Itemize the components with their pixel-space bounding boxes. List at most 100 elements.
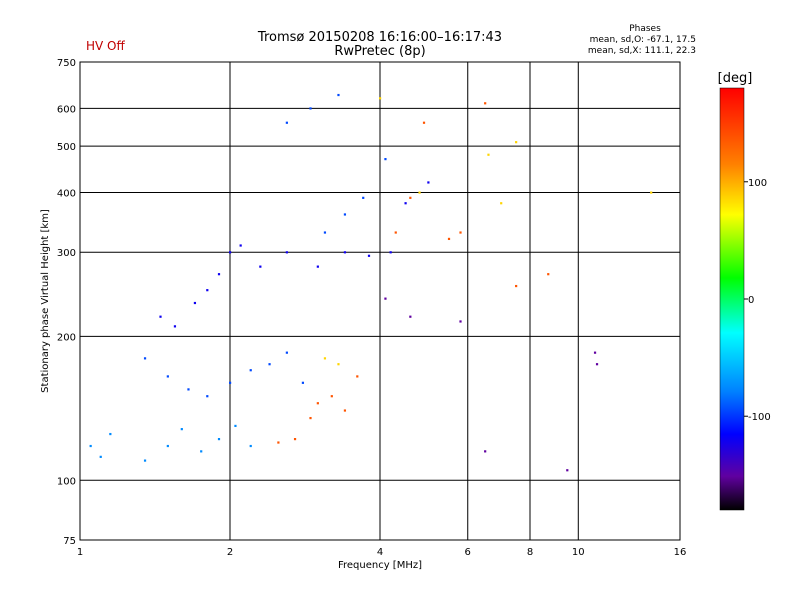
x-axis-ticks: 1 2 4 6 8 10 16 (77, 547, 687, 558)
data-point (229, 381, 232, 384)
data-point (217, 273, 221, 276)
data-point (285, 251, 288, 254)
colorbar-tick-label: 100 (748, 178, 767, 189)
x-tick-label: 6 (465, 547, 471, 558)
data-point (384, 158, 387, 161)
data-point (277, 441, 280, 444)
data-point (500, 202, 503, 205)
data-point (404, 202, 407, 205)
data-point (166, 375, 169, 378)
data-point (484, 102, 487, 105)
data-point (143, 357, 147, 360)
data-point (459, 320, 462, 323)
data-point (316, 402, 319, 405)
data-point (515, 284, 518, 288)
data-point (234, 424, 237, 428)
y-tick-label: 600 (57, 104, 76, 115)
data-point (143, 459, 147, 462)
data-point (337, 93, 340, 97)
data-point (217, 437, 221, 441)
data-point (200, 450, 203, 453)
grid-lines (80, 62, 680, 540)
data-point (193, 301, 197, 305)
y-axis-label: Stationary phase Virtual Height [km] (40, 209, 51, 393)
data-point (249, 369, 252, 372)
data-point (259, 265, 262, 268)
data-point (173, 325, 177, 328)
data-point (418, 191, 421, 194)
data-point (239, 244, 242, 247)
data-point (323, 357, 327, 360)
chart-title: Tromsø 20150208 16:16:00–16:17:43 (257, 30, 502, 45)
x-axis-label: Frequency [MHz] (338, 560, 422, 571)
plot-frame (79, 61, 681, 541)
x-tick-label: 2 (227, 547, 233, 558)
y-tick-label: 400 (57, 188, 76, 199)
data-point (301, 381, 305, 384)
data-point (187, 388, 190, 391)
data-point (343, 251, 347, 254)
data-point (206, 395, 209, 398)
data-point (547, 273, 550, 276)
data-point (166, 444, 169, 448)
data-point (285, 121, 288, 124)
x-tick-label: 8 (527, 547, 533, 558)
data-point (323, 231, 327, 234)
y-tick-label: 200 (57, 332, 76, 343)
colorbar-tick-label: -100 (748, 412, 771, 423)
y-tick-label: 500 (57, 142, 76, 153)
data-point (337, 363, 340, 366)
data-point (394, 231, 397, 234)
chart-subtitle: RwPretec (8p) (334, 44, 425, 59)
y-tick-label: 75 (63, 536, 76, 547)
data-point (409, 315, 412, 318)
data-points (89, 93, 653, 472)
data-point (515, 141, 518, 144)
y-axis-ticks: 75 100 200 300 400 500 600 750 (57, 58, 76, 547)
y-tick-label: 100 (57, 476, 76, 487)
data-point (595, 363, 599, 366)
phase-header: Phases (629, 24, 661, 34)
data-point (180, 428, 183, 431)
data-point (316, 265, 319, 268)
data-point (362, 196, 365, 199)
x-tick-label: 1 (77, 547, 83, 558)
data-point (566, 469, 569, 472)
data-point (422, 121, 426, 124)
phase-x-stats: mean, sd,X: 111.1, 22.3 (588, 46, 696, 56)
colorbar-ticks: 100 0 -100 (744, 178, 771, 423)
data-point (389, 251, 392, 254)
data-point (356, 375, 359, 378)
data-point (330, 395, 333, 398)
data-point (343, 409, 347, 412)
data-point (650, 191, 653, 194)
data-point (109, 432, 112, 436)
data-point (484, 450, 487, 453)
y-tick-label: 300 (57, 248, 76, 259)
data-point (293, 437, 297, 441)
data-point (379, 97, 382, 100)
data-point (487, 153, 490, 156)
colorbar-tick-label: 0 (748, 295, 754, 306)
data-point (409, 196, 412, 199)
hv-status-label: HV Off (86, 39, 125, 53)
x-tick-label: 16 (674, 547, 687, 558)
colorbar-label: [deg] (718, 71, 753, 86)
y-tick-label: 750 (57, 58, 76, 69)
data-point (89, 444, 92, 448)
data-point (384, 297, 387, 300)
data-point (343, 213, 347, 216)
data-point (593, 351, 597, 354)
data-point (159, 315, 162, 318)
colorbar (719, 87, 745, 511)
x-tick-label: 4 (377, 547, 383, 558)
data-point (268, 363, 271, 366)
data-point (229, 251, 232, 254)
data-point (285, 351, 288, 354)
data-point (249, 444, 252, 448)
data-point (309, 107, 312, 110)
data-point (309, 416, 312, 420)
data-point (459, 231, 462, 234)
phase-o-stats: mean, sd,O: -67.1, 17.5 (590, 35, 696, 45)
